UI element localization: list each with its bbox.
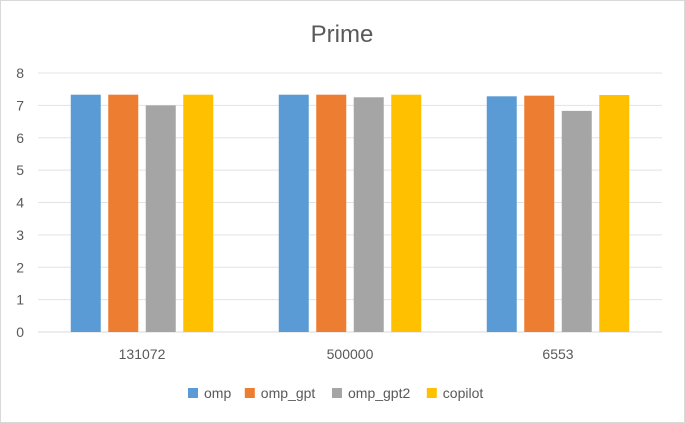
bar-omp_gpt2-500000 xyxy=(353,97,384,332)
y-tick-label: 1 xyxy=(16,292,24,308)
y-tick-label: 6 xyxy=(16,130,24,146)
y-tick-label: 0 xyxy=(16,324,24,340)
bar-omp-6553 xyxy=(486,96,517,332)
legend-swatch-omp xyxy=(188,388,198,398)
legend-label-omp: omp xyxy=(204,385,231,401)
y-tick-label: 5 xyxy=(16,162,24,178)
grid-lines xyxy=(38,72,662,333)
legend-swatch-omp_gpt xyxy=(244,388,255,398)
x-tick-label: 500000 xyxy=(327,346,374,362)
legend-label-omp_gpt2: omp_gpt2 xyxy=(348,385,410,401)
legend-swatch-omp_gpt2 xyxy=(332,388,342,398)
y-tick-label: 7 xyxy=(16,97,24,113)
bar-omp-500000 xyxy=(278,94,309,332)
y-axis-ticks: 0 1 2 3 4 5 6 7 8 xyxy=(16,65,24,340)
legend-label-omp_gpt: omp_gpt xyxy=(261,385,316,401)
legend: omp omp_gpt omp_gpt2 copilot xyxy=(188,385,483,401)
bar-omp_gpt-131072 xyxy=(108,94,139,332)
y-tick-label: 3 xyxy=(16,227,24,243)
legend-label-copilot: copilot xyxy=(443,385,484,401)
legend-swatch-copilot xyxy=(426,388,437,398)
y-tick-label: 4 xyxy=(16,195,24,211)
y-tick-label: 8 xyxy=(16,65,24,81)
bar-copilot-131072 xyxy=(183,94,214,332)
bars xyxy=(70,94,630,332)
y-tick-label: 2 xyxy=(16,259,24,275)
bar-omp_gpt-500000 xyxy=(316,94,347,332)
bar-omp-131072 xyxy=(70,94,101,332)
bar-omp_gpt2-131072 xyxy=(145,105,176,332)
x-tick-label: 6553 xyxy=(542,346,573,362)
bar-copilot-500000 xyxy=(391,94,422,332)
x-axis-ticks: 131072 500000 6553 xyxy=(119,346,574,362)
bar-omp_gpt2-6553 xyxy=(561,110,592,332)
chart-title: Prime xyxy=(311,21,374,48)
x-tick-label: 131072 xyxy=(119,346,166,362)
bar-copilot-6553 xyxy=(599,95,630,332)
bar-omp_gpt-6553 xyxy=(524,95,555,332)
